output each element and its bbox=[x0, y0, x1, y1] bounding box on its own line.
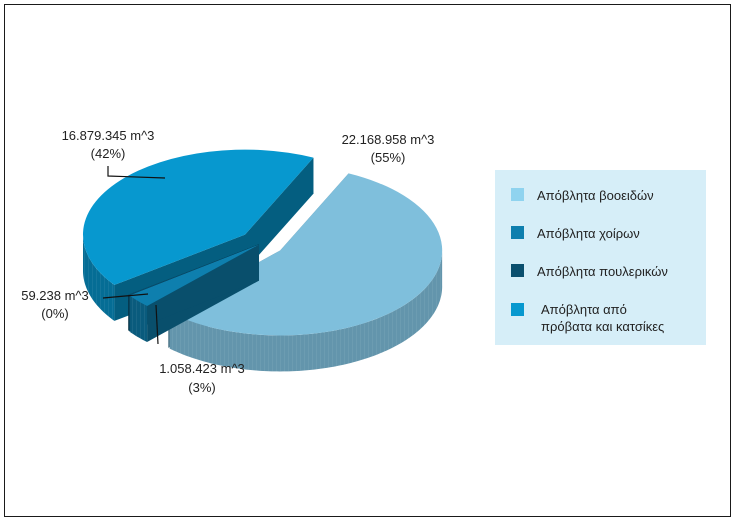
data-label-value: 16.879.345 m^3 bbox=[62, 128, 155, 143]
pie-slice bbox=[168, 173, 443, 336]
data-label-value: 59.238 m^3 bbox=[21, 288, 89, 303]
pie-slices bbox=[82, 149, 443, 372]
data-label-value: 1.058.423 m^3 bbox=[159, 361, 245, 376]
legend-swatch bbox=[511, 303, 524, 316]
legend-swatch bbox=[511, 188, 524, 201]
leader-line bbox=[102, 293, 149, 299]
pie-slice bbox=[82, 149, 314, 285]
data-label-percent: (55%) bbox=[371, 150, 406, 165]
pie-slice bbox=[128, 244, 259, 296]
data-label-percent: (0%) bbox=[41, 306, 68, 321]
legend-label: Απόβλητα πουλερικών bbox=[537, 264, 668, 279]
legend-item: Απόβλητα πουλερικών bbox=[495, 263, 706, 301]
legend-label: Απόβλητα βοοειδών bbox=[537, 188, 654, 203]
legend-item: Απόβλητα βοοειδών bbox=[495, 187, 706, 225]
slice-side-texture bbox=[130, 296, 148, 343]
leader-line bbox=[107, 166, 166, 179]
legend-label: Απόβλητα χοίρων bbox=[537, 226, 640, 241]
leader-lines bbox=[102, 166, 166, 345]
pie-slice bbox=[129, 244, 260, 307]
legend-label-line: Απόβλητα από bbox=[541, 302, 627, 317]
legend-swatch bbox=[511, 226, 524, 239]
legend-item: Απόβλητα από πρόβατα και κατσίκες bbox=[495, 301, 706, 345]
legend-label: Απόβλητα από πρόβατα και κατσίκες bbox=[541, 301, 701, 335]
slice-side-texture bbox=[169, 248, 443, 372]
legend-label-line: πρόβατα και κατσίκες bbox=[541, 319, 665, 334]
data-label-percent: (3%) bbox=[188, 380, 215, 395]
legend-item: Απόβλητα χοίρων bbox=[495, 225, 706, 263]
slice-side-wall bbox=[244, 157, 314, 271]
legend: Απόβλητα βοοειδών Απόβλητα χοίρων Απόβλη… bbox=[495, 170, 706, 345]
legend-swatch bbox=[511, 264, 524, 277]
slice-side-wall bbox=[129, 244, 260, 332]
slice-side-texture bbox=[82, 233, 115, 321]
data-label-value: 22.168.958 m^3 bbox=[342, 132, 435, 147]
leader-line bbox=[155, 304, 159, 345]
data-label-percent: (42%) bbox=[91, 146, 126, 161]
